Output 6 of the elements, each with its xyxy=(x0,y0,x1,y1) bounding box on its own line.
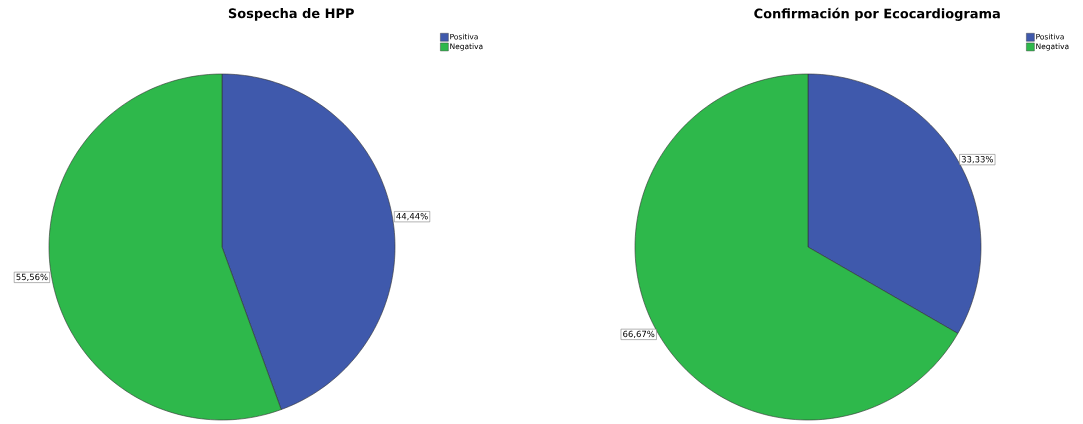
chart-title: Confirmación por Ecocardiograma xyxy=(754,7,1000,21)
data-label: 66,67% xyxy=(623,330,655,339)
data-label: 44,44% xyxy=(396,213,428,221)
data-label: 55,56% xyxy=(16,273,48,281)
chart-title: Sospecha de HPP xyxy=(228,8,354,21)
data-label: 33,33% xyxy=(961,155,993,164)
